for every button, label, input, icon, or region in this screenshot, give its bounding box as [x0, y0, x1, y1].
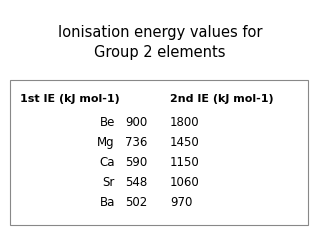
Text: 502: 502: [125, 196, 147, 209]
Text: 970: 970: [170, 196, 192, 209]
Bar: [10, 80, 308, 225]
Text: Ca: Ca: [100, 156, 115, 169]
Text: 1st IE (kJ mol-1): 1st IE (kJ mol-1): [20, 94, 120, 104]
Text: 1800: 1800: [170, 116, 200, 129]
Text: Sr: Sr: [103, 176, 115, 189]
Text: 548: 548: [125, 176, 147, 189]
Text: 1450: 1450: [170, 136, 200, 149]
Text: Ionisation energy values for
Group 2 elements: Ionisation energy values for Group 2 ele…: [58, 25, 262, 60]
Text: 900: 900: [125, 116, 147, 129]
Text: 1060: 1060: [170, 176, 200, 189]
Text: Ba: Ba: [100, 196, 115, 209]
Text: 1150: 1150: [170, 156, 200, 169]
Text: Be: Be: [100, 116, 115, 129]
Text: 736: 736: [125, 136, 148, 149]
Text: 2nd IE (kJ mol-1): 2nd IE (kJ mol-1): [170, 94, 274, 104]
Text: 590: 590: [125, 156, 147, 169]
Text: Mg: Mg: [97, 136, 115, 149]
